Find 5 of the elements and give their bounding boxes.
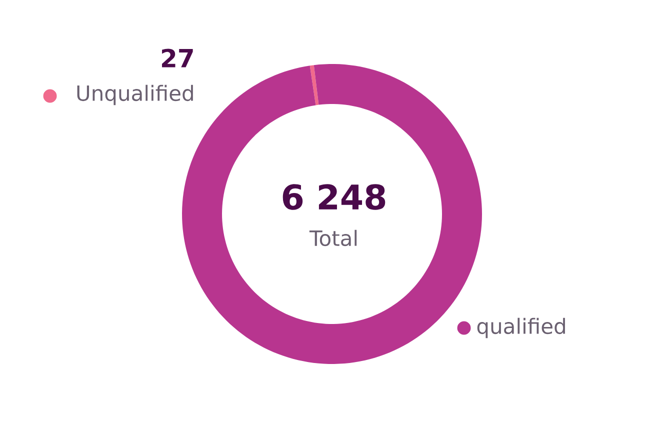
- text: 6 248: [282, 184, 386, 210]
- legend-label: Unqualified: [77, 84, 193, 106]
- data-label: 27: [162, 48, 193, 68]
- legend-label: qualified: [477, 318, 565, 338]
- text: Total: [309, 230, 357, 246]
